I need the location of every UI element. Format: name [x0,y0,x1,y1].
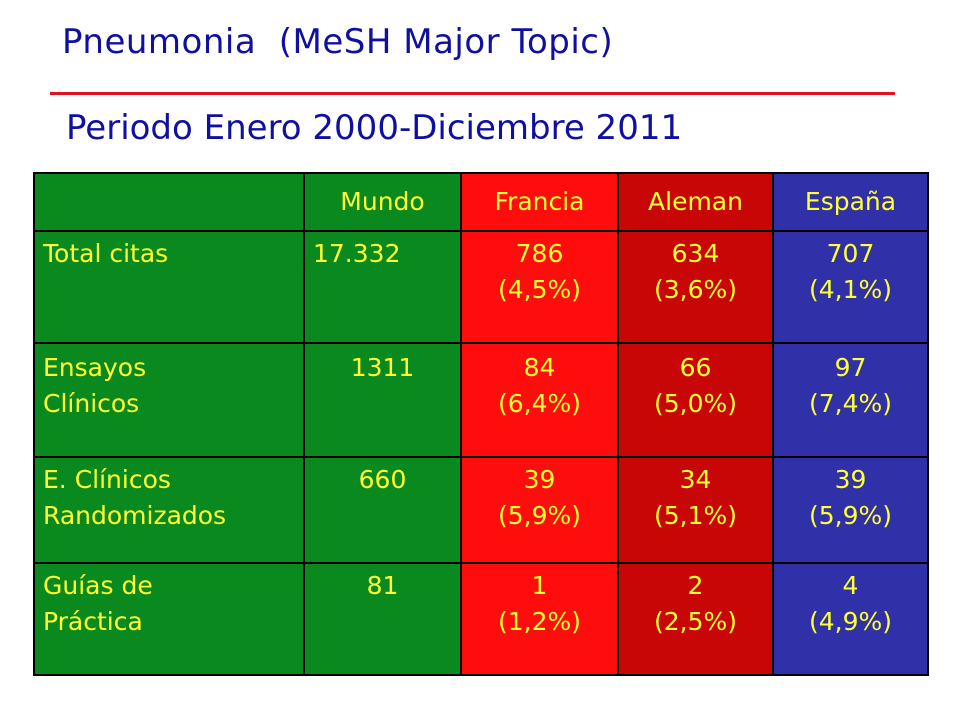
aleman-value: 2 [687,571,704,600]
espana-cell: 4 (4,9%) [772,562,929,676]
row-label-line: Práctica [43,607,143,636]
mundo-value: 81 [366,571,399,600]
francia-percent: (6,4%) [497,389,582,418]
espana-value: 97 [834,353,867,382]
table-row-guias-practica: Guías de Práctica 81 1 (1,2%) 2 (2,5%) 4… [33,562,929,676]
row-label-cell: Ensayos Clínicos [33,342,305,458]
espana-cell: 39 (5,9%) [772,456,929,564]
francia-value: 786 [515,239,564,268]
espana-percent: (4,9%) [808,607,893,636]
francia-value: 1 [531,571,548,600]
espana-value: 39 [834,465,867,494]
table-header-row: Mundo Francia Aleman España [33,172,929,232]
row-label-line: Randomizados [43,501,227,530]
aleman-cell: 2 (2,5%) [617,562,774,676]
francia-percent: (4,5%) [497,275,582,304]
francia-value: 39 [523,465,556,494]
aleman-percent: (5,1%) [653,501,738,530]
aleman-percent: (3,6%) [653,275,738,304]
mundo-cell: 1311 [303,342,462,458]
mundo-value: 1311 [350,353,415,382]
header-mundo: Mundo [303,172,462,232]
header-francia: Francia [460,172,619,232]
francia-value: 84 [523,353,556,382]
francia-cell: 39 (5,9%) [460,456,619,564]
row-label-line: Total citas [43,239,169,268]
aleman-value: 634 [671,239,720,268]
espana-cell: 707 (4,1%) [772,230,929,344]
aleman-cell: 34 (5,1%) [617,456,774,564]
table-row-ec-randomizados: E. Clínicos Randomizados 660 39 (5,9%) 3… [33,456,929,564]
mundo-cell: 81 [303,562,462,676]
slide-title: Pneumonia (MeSH Major Topic) [62,22,614,62]
mundo-value: 660 [358,465,407,494]
row-label-cell: E. Clínicos Randomizados [33,456,305,564]
row-label-cell: Total citas [33,230,305,344]
aleman-value: 34 [679,465,712,494]
mundo-cell: 660 [303,456,462,564]
header-espana: España [772,172,929,232]
francia-percent: (5,9%) [497,501,582,530]
header-corner-cell [33,172,305,232]
espana-value: 707 [826,239,875,268]
espana-cell: 97 (7,4%) [772,342,929,458]
table-row-total-citas: Total citas 17.332 786 (4,5%) 634 (3,6%)… [33,230,929,344]
citations-table: Mundo Francia Aleman España Total citas … [33,172,929,676]
header-aleman: Aleman [617,172,774,232]
table-row-ensayos-clinicos: Ensayos Clínicos 1311 84 (6,4%) 66 (5,0%… [33,342,929,458]
title-divider [50,92,895,95]
espana-percent: (4,1%) [808,275,893,304]
row-label-line: E. Clínicos [43,465,171,494]
espana-percent: (7,4%) [808,389,893,418]
aleman-value: 66 [679,353,712,382]
row-label-line: Ensayos [43,353,147,382]
row-label-cell: Guías de Práctica [33,562,305,676]
mundo-value: 17.332 [313,239,401,268]
francia-percent: (1,2%) [497,607,582,636]
slide-subtitle: Periodo Enero 2000-Diciembre 2011 [66,108,683,148]
aleman-percent: (5,0%) [653,389,738,418]
francia-cell: 786 (4,5%) [460,230,619,344]
mundo-cell: 17.332 [303,230,462,344]
espana-percent: (5,9%) [808,501,893,530]
francia-cell: 1 (1,2%) [460,562,619,676]
francia-cell: 84 (6,4%) [460,342,619,458]
aleman-cell: 634 (3,6%) [617,230,774,344]
row-label-line: Guías de [43,571,153,600]
row-label-line: Clínicos [43,389,140,418]
aleman-percent: (2,5%) [653,607,738,636]
aleman-cell: 66 (5,0%) [617,342,774,458]
espana-value: 4 [842,571,859,600]
